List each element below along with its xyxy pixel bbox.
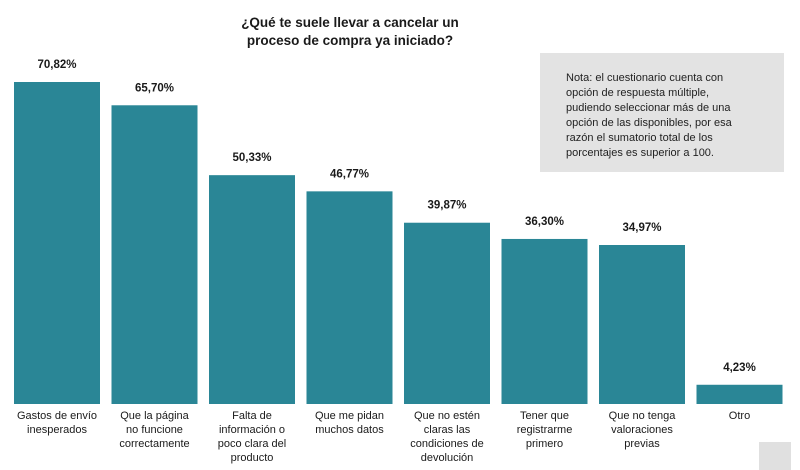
bar — [111, 105, 198, 404]
category-label-line: Que no tenga — [608, 410, 676, 422]
category-label-line: poco clara del — [217, 438, 287, 450]
category-label-line: Gastos de envío — [16, 410, 98, 422]
category-label-line: claras las — [423, 424, 471, 436]
data-label: 36,30% — [525, 216, 564, 228]
category-label-line: Que la página — [120, 410, 189, 422]
note-line: opción de respuesta múltiple, — [566, 87, 710, 99]
note-line: porcentajes es superior a 100. — [566, 147, 714, 159]
category-label-line: producto — [230, 452, 274, 464]
category-label: Otro — [689, 409, 791, 423]
bar — [404, 222, 490, 404]
category-label-line: correctamente — [119, 438, 190, 450]
category-label-line: registrarme — [516, 424, 573, 436]
category-label-line: muchos datos — [315, 424, 384, 436]
bar — [209, 175, 295, 404]
category-label-line: Otro — [728, 410, 751, 422]
category-label: Falta de información o poco clara del produ… — [201, 409, 303, 465]
category-label-line: información o — [218, 424, 286, 436]
data-label: 4,23% — [723, 362, 756, 374]
category-label-line: previas — [624, 438, 660, 450]
note-line: opción de las disponibles, por esa — [566, 117, 732, 129]
chart-title: ¿Qué te suele llevar a cancelar un proce… — [200, 14, 500, 50]
category-label: Gastos de envío inesperados — [6, 409, 108, 437]
data-label: 34,97% — [622, 222, 661, 234]
note-line: pudiendo seleccionar más de una — [566, 102, 731, 114]
note-line: razón el sumatorio total de los — [566, 132, 713, 144]
note-line: Nota: el cuestionario cuenta con — [566, 72, 724, 84]
category-label-line: Tener que — [520, 410, 569, 422]
data-label: 70,82% — [37, 59, 76, 71]
chart-title-line: ¿Qué te suele llevar a cancelar un — [241, 15, 459, 30]
note-box: Nota: el cuestionario cuenta con opción … — [540, 53, 784, 172]
bar — [599, 245, 685, 404]
category-label-line: valoraciones — [611, 424, 673, 436]
category-label-line: Que no estén — [413, 410, 481, 422]
corner-block — [759, 442, 791, 470]
category-label: Tener que registrarme primero — [494, 409, 596, 451]
category-label-line: Que me pidan — [314, 410, 385, 422]
bar — [696, 384, 783, 404]
bar — [14, 82, 100, 404]
category-label: Que no estén claras las condiciones de devo… — [396, 409, 498, 465]
category-label-line: inesperados — [27, 424, 87, 436]
category-label: Que me pidan muchos datos — [299, 409, 401, 437]
data-label: 39,87% — [427, 200, 466, 212]
category-label-line: condiciones de — [410, 438, 484, 450]
category-label-line: devolución — [420, 452, 474, 464]
data-label: 46,77% — [330, 168, 369, 180]
chart-title-line: proceso de compra ya iniciado? — [246, 33, 454, 48]
category-label-line: no funcione — [126, 424, 183, 436]
data-label: 50,33% — [232, 152, 271, 164]
category-label-line: primero — [525, 438, 564, 450]
bar — [501, 238, 588, 404]
category-label: Que no tenga valoraciones previas — [591, 409, 693, 451]
category-label-line: Falta de — [232, 410, 272, 422]
data-label: 65,70% — [135, 82, 174, 94]
category-label: Que la página no funcione correctamente — [104, 409, 206, 451]
bar — [306, 191, 393, 404]
